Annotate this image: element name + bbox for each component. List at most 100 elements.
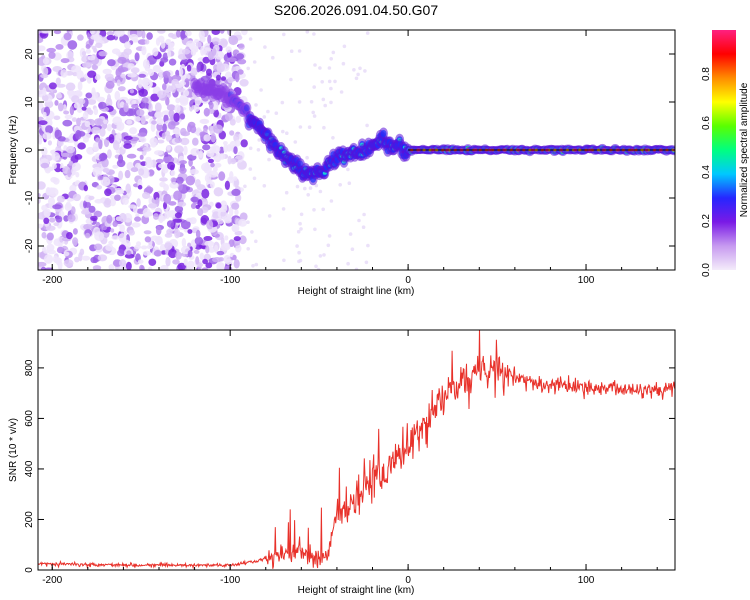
spectrogram-noise-point [143, 230, 152, 235]
spectrogram-noise-point [66, 232, 73, 240]
spectrogram-noise-point [194, 236, 204, 246]
spectrogram-noise-point [216, 63, 225, 73]
spectrogram-noise-point [123, 143, 132, 149]
spectrogram-noise-point [168, 109, 175, 118]
spectrogram-noise-point [53, 177, 60, 185]
spectrogram-noise-point [267, 157, 271, 162]
spectrogram-y-axis: -20 -10 0 10 20 [24, 48, 675, 253]
spectrogram-noise-point [154, 102, 162, 112]
spectrogram-noise-point [155, 158, 164, 164]
spectrogram-noise-point [56, 195, 65, 203]
spectrogram-noise-point [138, 168, 145, 176]
spectrogram-noise-point [178, 155, 185, 162]
spectrogram-noise-point [177, 262, 186, 270]
spectrogram-noise-point [257, 138, 262, 142]
spectrogram-noise-point [201, 162, 210, 172]
spectrogram-noise-point [110, 228, 115, 233]
spectrogram-noise-point [167, 50, 172, 58]
spectrogram-noise-point [86, 146, 95, 155]
spectrogram-noise-point [313, 63, 317, 67]
spectrogram-noise-point [175, 251, 182, 260]
spectrogram-noise-point [172, 259, 180, 265]
spectrogram-noise-point [329, 86, 333, 91]
spectrogram-noise-point [299, 212, 304, 217]
spectrogram-noise-point [111, 235, 120, 240]
spectrogram-noise-point [199, 35, 206, 43]
spectrogram-y-tick-label: 0 [24, 147, 35, 153]
spectrogram-noise-point [227, 30, 232, 36]
colorbar-tick-label: 0.4 [701, 165, 712, 179]
snr-y-label: SNR (10 * v/v) [8, 418, 19, 482]
spectrogram-noise-point [51, 152, 61, 161]
spectrogram-noise-point [68, 160, 74, 166]
spectrogram-noise-point [163, 184, 170, 192]
spectrogram-noise-point [163, 193, 172, 204]
colorbar-tick-label: 0.2 [701, 214, 712, 228]
spectrogram-noise-point [252, 60, 257, 64]
spectrogram-noise-point [83, 184, 89, 192]
ridge-body [243, 104, 250, 112]
spectrogram-noise-point [124, 41, 131, 49]
spectrogram-noise-point [63, 110, 70, 115]
spectrogram-noise-point [198, 151, 203, 159]
spectrogram-noise-point [53, 30, 62, 35]
spectrogram-noise-point [322, 125, 326, 130]
spectrogram-noise-point [174, 137, 183, 144]
spectrogram-noise-point [117, 56, 127, 64]
spectrogram-noise-point [99, 127, 106, 137]
spectrogram-noise-point [119, 259, 127, 267]
spectrogram-noise-point [95, 137, 100, 143]
snr-series-line [38, 330, 675, 570]
spectrogram-noise-point [166, 220, 175, 228]
spectrogram-noise-point [46, 243, 55, 252]
spectrogram-noise-point [251, 264, 255, 268]
spectrogram-noise-point [82, 62, 92, 68]
colorbar-tick: 0.2 [701, 214, 712, 228]
spectrogram-noise-point [178, 68, 184, 76]
spectrogram-noise-point [136, 208, 143, 213]
spectrogram-noise-point [44, 167, 51, 174]
spectrogram-noise-point [151, 120, 157, 125]
spectrogram-noise-point [88, 195, 95, 200]
spectrogram-noise-point [93, 258, 98, 264]
spectrogram-noise-point [38, 223, 44, 229]
spectrogram-noise-point [213, 187, 224, 197]
spectrogram-noise-point [77, 81, 83, 91]
spectrogram-noise-point [81, 255, 91, 261]
spectrogram-noise-point [90, 215, 98, 221]
spectrogram-noise-point [82, 111, 89, 120]
spectrogram-noise-point [145, 115, 149, 120]
spectrogram-noise-point [170, 170, 176, 176]
spectrogram-noise-point [84, 120, 91, 128]
spectrogram-noise-point [56, 246, 65, 254]
spectrogram-noise-point [162, 83, 167, 91]
spectrogram-noise-point [92, 265, 102, 270]
spectrogram-noise-point [141, 97, 149, 104]
spectrogram-noise-point [333, 79, 337, 84]
spectrogram-noise-point [312, 32, 316, 36]
spectrogram-noise-point [235, 115, 242, 123]
spectrogram-noise-point [43, 217, 50, 224]
spectrogram-noise-point [314, 264, 318, 269]
spectrogram-noise-point [41, 232, 47, 239]
spectrogram-noise-point [180, 30, 186, 41]
spectrogram-noise-point [177, 182, 183, 191]
spectrogram-noise-point [93, 243, 103, 251]
spectrogram-noise-point [42, 111, 47, 118]
spectrogram-noise-point [60, 69, 68, 78]
spectrogram-noise-point [44, 267, 54, 270]
spectrogram-noise-point [120, 73, 126, 79]
spectrogram-noise-point [185, 175, 196, 186]
spectrogram-noise-point [49, 217, 56, 223]
spectrogram-noise-point [91, 87, 96, 97]
spectrogram-noise-point [137, 78, 143, 89]
spectrogram-noise-point [218, 153, 226, 160]
spectrogram-noise-point [231, 188, 241, 196]
spectrogram-noise-point [326, 243, 331, 248]
spectrogram-noise-point [48, 187, 59, 197]
spectrogram-noise-point [366, 243, 370, 248]
spectrogram-noise-point [271, 55, 275, 60]
spectrogram-noise-point [216, 262, 225, 270]
spectrogram-noise-point [246, 247, 250, 251]
spectrogram-noise-point [115, 189, 125, 195]
